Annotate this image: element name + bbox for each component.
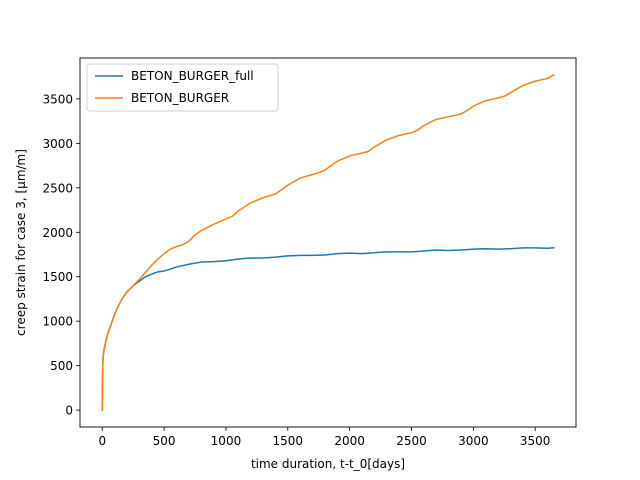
legend-label-BETON_BURGER: BETON_BURGER	[131, 91, 229, 105]
y-tick-label: 500	[50, 359, 73, 373]
x-tick-label: 2500	[396, 434, 427, 448]
y-axis-label: creep strain for case 3, [μm/m]	[14, 149, 28, 336]
y-tick-label: 1500	[42, 270, 73, 284]
y-tick-label: 3500	[42, 92, 73, 106]
y-axis-ticks: 0 500 1000 1500 2000 2500 3000 3500	[42, 92, 80, 418]
x-tick-label: 3000	[458, 434, 489, 448]
x-tick-label: 2000	[334, 434, 365, 448]
x-axis-label: time duration, t-t_0[days]	[251, 457, 405, 471]
x-tick-label: 0	[98, 434, 106, 448]
x-tick-label: 3500	[520, 434, 551, 448]
x-tick-label: 500	[153, 434, 176, 448]
y-tick-label: 1000	[42, 315, 73, 329]
y-tick-label: 0	[65, 404, 73, 418]
y-tick-label: 2500	[42, 181, 73, 195]
y-tick-label: 2000	[42, 226, 73, 240]
x-axis-ticks: 0 500 1000 1500 2000 2500 3000 3500	[98, 427, 550, 448]
legend: BETON_BURGER_full BETON_BURGER	[86, 63, 279, 112]
x-tick-label: 1000	[211, 434, 242, 448]
x-tick-label: 1500	[273, 434, 304, 448]
legend-frame	[86, 63, 279, 112]
plot-frame	[79, 57, 577, 428]
y-tick-label: 3000	[42, 137, 73, 151]
series-layer	[101, 73, 555, 411]
plot-area	[80, 58, 576, 427]
series-line-BETON_BURGER	[101, 73, 555, 411]
legend-label-BETON_BURGER_full: BETON_BURGER_full	[131, 69, 254, 83]
